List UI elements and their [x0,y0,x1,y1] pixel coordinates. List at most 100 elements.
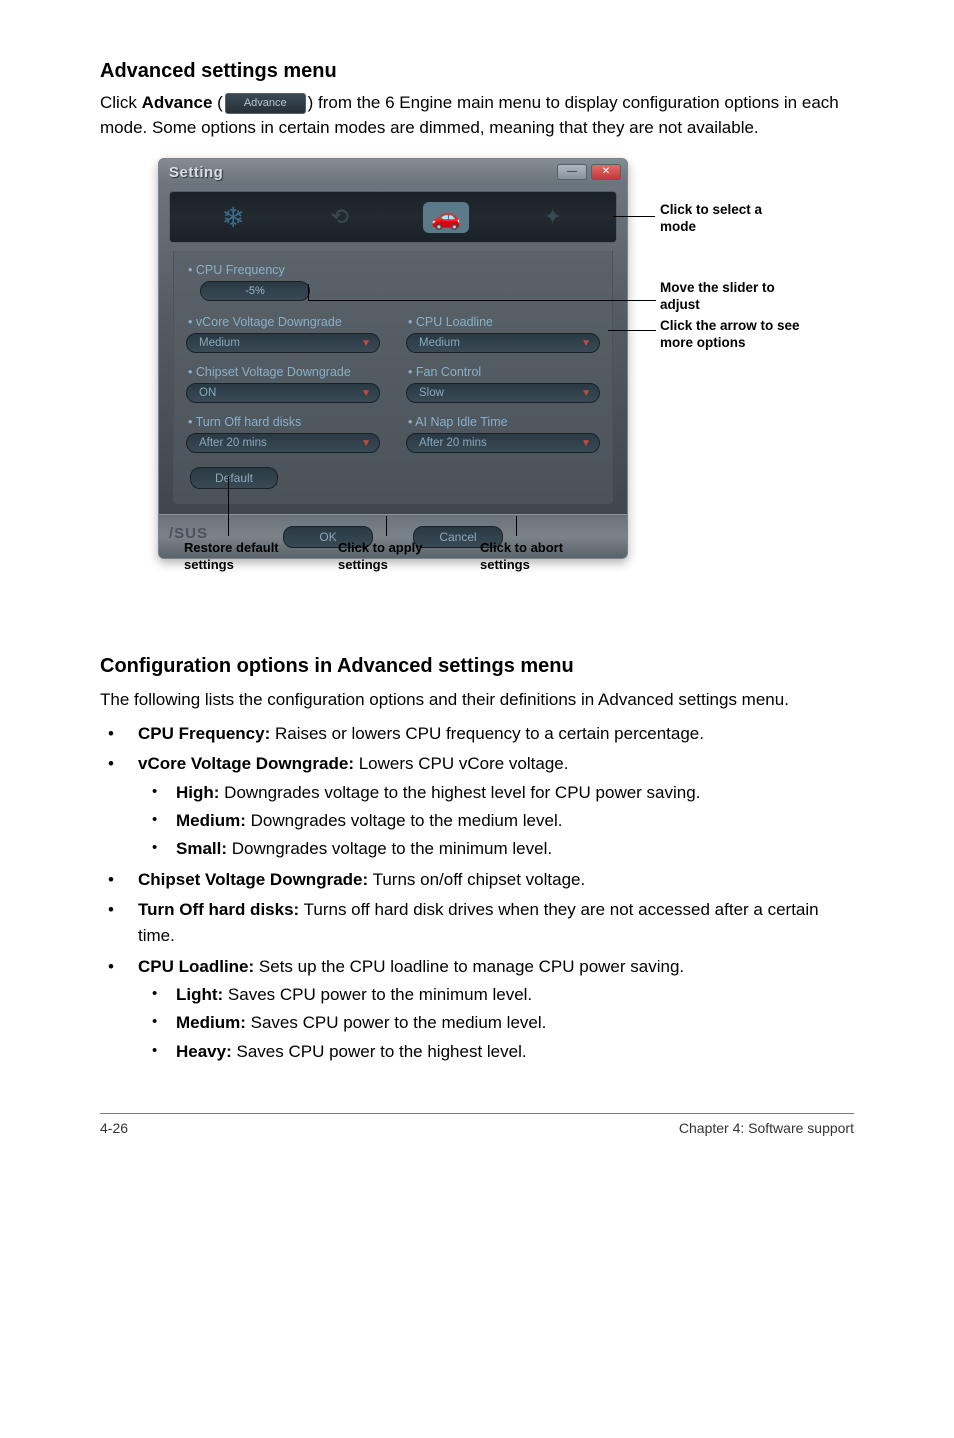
fan-dropdown[interactable]: Slow ▼ [406,383,600,403]
leaf-icon: ✦ [544,204,562,229]
mode-icon-3[interactable]: 🚗 [416,203,476,232]
callout-line [613,216,655,217]
opt-bold: vCore Voltage Downgrade: [138,754,354,773]
list-item: Chipset Voltage Downgrade: Turns on/off … [100,867,854,893]
list-item: CPU Frequency: Raises or lowers CPU freq… [100,721,854,747]
callout-line [308,300,656,301]
caption-click-apply: Click to apply settings [338,540,458,573]
section-heading-advanced: Advanced settings menu [100,60,854,83]
ainap-dropdown[interactable]: After 20 mins ▼ [406,433,600,453]
callout-line [228,476,229,536]
chevron-down-icon: ▼ [581,438,591,449]
opt-bold: Medium: [176,811,246,830]
chevron-down-icon: ▼ [361,438,371,449]
list-item: Heavy: Saves CPU power to the highest le… [138,1039,854,1065]
opt-bold: Heavy: [176,1042,232,1061]
opt-text: Sets up the CPU loadline to manage CPU p… [254,957,684,976]
opt-text: Downgrades voltage to the medium level. [246,811,563,830]
chevron-down-icon: ▼ [361,338,371,349]
settings-figure: Setting — ✕ ❄ ⟲ 🚗 ✦ CPU Frequency -5% vC… [158,158,838,559]
opt-bold: High: [176,783,219,802]
callout-line [308,284,309,300]
cpuloadline-dropdown[interactable]: Medium ▼ [406,333,600,353]
chevron-down-icon: ▼ [361,388,371,399]
vcore-value: Medium [199,337,240,349]
callout-move-slider: Move the slider to adjust [660,280,800,314]
caption-restore-default: Restore default settings [184,540,314,573]
opt-bold: Medium: [176,1013,246,1032]
ainap-label: AI Nap Idle Time [408,415,600,429]
settings-inner-panel: CPU Frequency -5% vCore Voltage Downgrad… [173,251,613,504]
mode-icon-4[interactable]: ✦ [523,204,583,230]
opt-bold: Light: [176,985,223,1004]
opt-text: Turns on/off chipset voltage. [368,870,585,889]
callout-click-arrow: Click the arrow to see more options [660,318,800,352]
ainap-value: After 20 mins [419,437,487,449]
default-button[interactable]: Default [190,467,278,489]
opt-text: Saves CPU power to the highest level. [232,1042,527,1061]
chipset-label: Chipset Voltage Downgrade [188,365,380,379]
chevron-down-icon: ▼ [581,388,591,399]
list-item: High: Downgrades voltage to the highest … [138,780,854,806]
fan-label: Fan Control [408,365,600,379]
intro-paren-open: ( [212,93,222,112]
car-icon: 🚗 [423,202,469,233]
turnoff-label: Turn Off hard disks [188,415,380,429]
opt-text: Lowers CPU vCore voltage. [354,754,568,773]
cpu-frequency-slider[interactable]: -5% [200,281,310,301]
fan-value: Slow [419,387,444,399]
caption-click-abort: Click to abort settings [480,540,600,573]
vcore-label: vCore Voltage Downgrade [188,315,380,329]
page-footer: 4-26 Chapter 4: Software support [100,1113,854,1136]
intro-paragraph: Click Advance (Advance) from the 6 Engin… [100,91,854,140]
cpu-frequency-label: CPU Frequency [188,263,600,277]
snowflake-icon: ❄ [222,202,245,233]
section-heading-config-options: Configuration options in Advanced settin… [100,655,854,678]
list-item: vCore Voltage Downgrade: Lowers CPU vCor… [100,751,854,862]
turnoff-dropdown[interactable]: After 20 mins ▼ [186,433,380,453]
vcore-dropdown[interactable]: Medium ▼ [186,333,380,353]
opt-bold: Chipset Voltage Downgrade: [138,870,368,889]
opt-text: Saves CPU power to the medium level. [246,1013,546,1032]
callout-line [386,516,387,536]
callout-line [516,516,517,536]
opt-bold: Turn Off hard disks: [138,900,299,919]
chipset-dropdown[interactable]: ON ▼ [186,383,380,403]
opt-text: Raises or lowers CPU frequency to a cert… [270,724,704,743]
list-item: CPU Loadline: Sets up the CPU loadline t… [100,954,854,1065]
intro2-paragraph: The following lists the configuration op… [100,688,854,713]
turnoff-value: After 20 mins [199,437,267,449]
list-item: Turn Off hard disks: Turns off hard disk… [100,897,854,950]
close-button[interactable]: ✕ [591,164,621,180]
list-item: Small: Downgrades voltage to the minimum… [138,836,854,862]
list-item: Medium: Saves CPU power to the medium le… [138,1010,854,1036]
page-number: 4-26 [100,1120,128,1136]
opt-text: Downgrades voltage to the highest level … [219,783,700,802]
titlebar: Setting — ✕ [159,159,627,185]
cpuloadline-value: Medium [419,337,460,349]
mode-selector-row[interactable]: ❄ ⟲ 🚗 ✦ [169,191,617,243]
cycle-icon: ⟲ [331,204,349,229]
list-item: Light: Saves CPU power to the minimum le… [138,982,854,1008]
opt-bold: Small: [176,839,227,858]
callout-line [608,330,656,331]
list-item: Medium: Downgrades voltage to the medium… [138,808,854,834]
opt-text: Downgrades voltage to the minimum level. [227,839,552,858]
chevron-down-icon: ▼ [581,338,591,349]
opt-bold: CPU Frequency: [138,724,270,743]
window-controls: — ✕ [557,164,621,180]
mode-icon-2[interactable]: ⟲ [310,204,370,230]
options-list: CPU Frequency: Raises or lowers CPU freq… [100,721,854,1065]
advance-button-sample: Advance [225,93,306,115]
window-title: Setting [169,164,223,181]
sublist: High: Downgrades voltage to the highest … [138,780,854,863]
minimize-button[interactable]: — [557,164,587,180]
opt-text: Saves CPU power to the minimum level. [223,985,532,1004]
chapter-label: Chapter 4: Software support [679,1120,854,1136]
cpuloadline-label: CPU Loadline [408,315,600,329]
opt-bold: CPU Loadline: [138,957,254,976]
callout-select-mode: Click to select a mode [660,202,800,236]
sublist: Light: Saves CPU power to the minimum le… [138,982,854,1065]
mode-icon-1[interactable]: ❄ [203,201,263,234]
intro-advance-bold: Advance [142,93,213,112]
